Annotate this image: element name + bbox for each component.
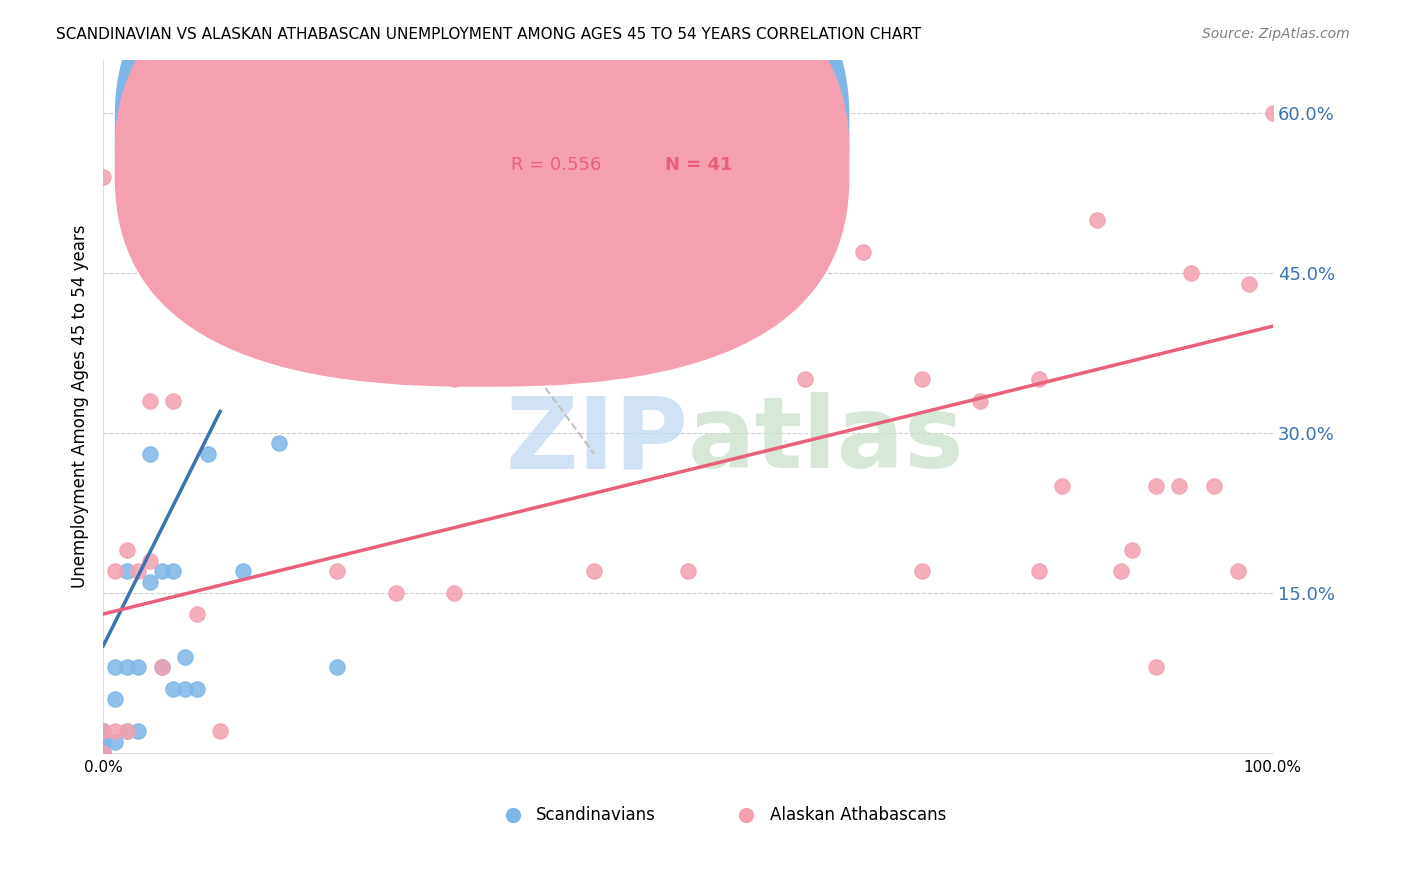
Point	[735, 841, 758, 855]
Point	[91, 735, 114, 749]
Point	[91, 746, 114, 760]
Point	[676, 565, 699, 579]
FancyBboxPatch shape	[115, 0, 849, 352]
Point	[162, 565, 184, 579]
Text: N = 28: N = 28	[665, 121, 733, 139]
Point	[1121, 543, 1143, 558]
Point	[104, 724, 127, 739]
Point	[1168, 479, 1191, 493]
Point	[104, 565, 127, 579]
Point	[209, 244, 232, 259]
FancyBboxPatch shape	[443, 95, 799, 194]
Text: N = 41: N = 41	[665, 156, 733, 174]
Point	[1028, 565, 1050, 579]
Point	[162, 681, 184, 696]
Point	[1261, 106, 1284, 120]
Point	[174, 649, 197, 664]
Point	[91, 746, 114, 760]
Point	[91, 746, 114, 760]
Point	[232, 565, 254, 579]
Point	[326, 565, 349, 579]
Point	[583, 565, 606, 579]
Text: R = 0.556: R = 0.556	[512, 156, 602, 174]
Point	[443, 372, 465, 386]
Point	[150, 660, 173, 674]
Point	[267, 436, 290, 450]
Point	[150, 565, 173, 579]
Point	[209, 724, 232, 739]
Point	[127, 660, 149, 674]
Text: ZIP: ZIP	[505, 392, 688, 490]
Point	[443, 585, 465, 599]
Point	[793, 244, 815, 259]
Point	[186, 681, 208, 696]
Point	[115, 543, 138, 558]
Text: Source: ZipAtlas.com: Source: ZipAtlas.com	[1202, 27, 1350, 41]
Point	[162, 393, 184, 408]
Point	[91, 735, 114, 749]
Point	[1226, 565, 1249, 579]
Point	[326, 660, 349, 674]
Point	[502, 841, 524, 855]
FancyBboxPatch shape	[115, 0, 849, 387]
Text: atlas: atlas	[688, 392, 965, 490]
Point	[911, 565, 934, 579]
Point	[139, 393, 162, 408]
Point	[139, 447, 162, 461]
Text: Alaskan Athabascans: Alaskan Athabascans	[770, 806, 946, 824]
Point	[91, 724, 114, 739]
Point	[91, 169, 114, 184]
Point	[127, 565, 149, 579]
Text: Scandinavians: Scandinavians	[536, 806, 655, 824]
Point	[209, 244, 232, 259]
Point	[104, 735, 127, 749]
Y-axis label: Unemployment Among Ages 45 to 54 years: Unemployment Among Ages 45 to 54 years	[72, 225, 89, 588]
Point	[115, 724, 138, 739]
Point	[115, 565, 138, 579]
Point	[384, 585, 406, 599]
Point	[969, 393, 991, 408]
Point	[911, 372, 934, 386]
Point	[174, 681, 197, 696]
Point	[1239, 277, 1261, 291]
Point	[1109, 565, 1132, 579]
Point	[104, 660, 127, 674]
Point	[91, 724, 114, 739]
Point	[852, 244, 875, 259]
Point	[115, 724, 138, 739]
Point	[139, 554, 162, 568]
Point	[1180, 266, 1202, 280]
Point	[1144, 479, 1167, 493]
Point	[115, 660, 138, 674]
Point	[1052, 479, 1074, 493]
Point	[1204, 479, 1226, 493]
Point	[91, 724, 114, 739]
Point	[197, 447, 219, 461]
Point	[793, 372, 815, 386]
Point	[186, 607, 208, 621]
Point	[139, 575, 162, 590]
Point	[1144, 660, 1167, 674]
Text: SCANDINAVIAN VS ALASKAN ATHABASCAN UNEMPLOYMENT AMONG AGES 45 TO 54 YEARS CORREL: SCANDINAVIAN VS ALASKAN ATHABASCAN UNEMP…	[56, 27, 921, 42]
Text: R = 0.605: R = 0.605	[512, 121, 602, 139]
Point	[150, 660, 173, 674]
Point	[127, 724, 149, 739]
Point	[1085, 212, 1108, 227]
Point	[104, 692, 127, 706]
Point	[1028, 372, 1050, 386]
